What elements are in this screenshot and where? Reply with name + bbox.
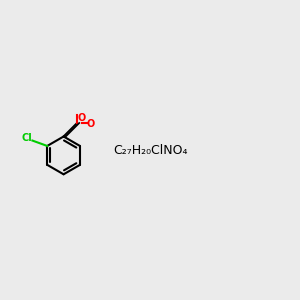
Text: Cl: Cl [22, 134, 32, 143]
Text: O: O [86, 119, 95, 129]
Text: O: O [77, 112, 85, 123]
Text: C₂₇H₂₀ClNO₄: C₂₇H₂₀ClNO₄ [113, 143, 187, 157]
